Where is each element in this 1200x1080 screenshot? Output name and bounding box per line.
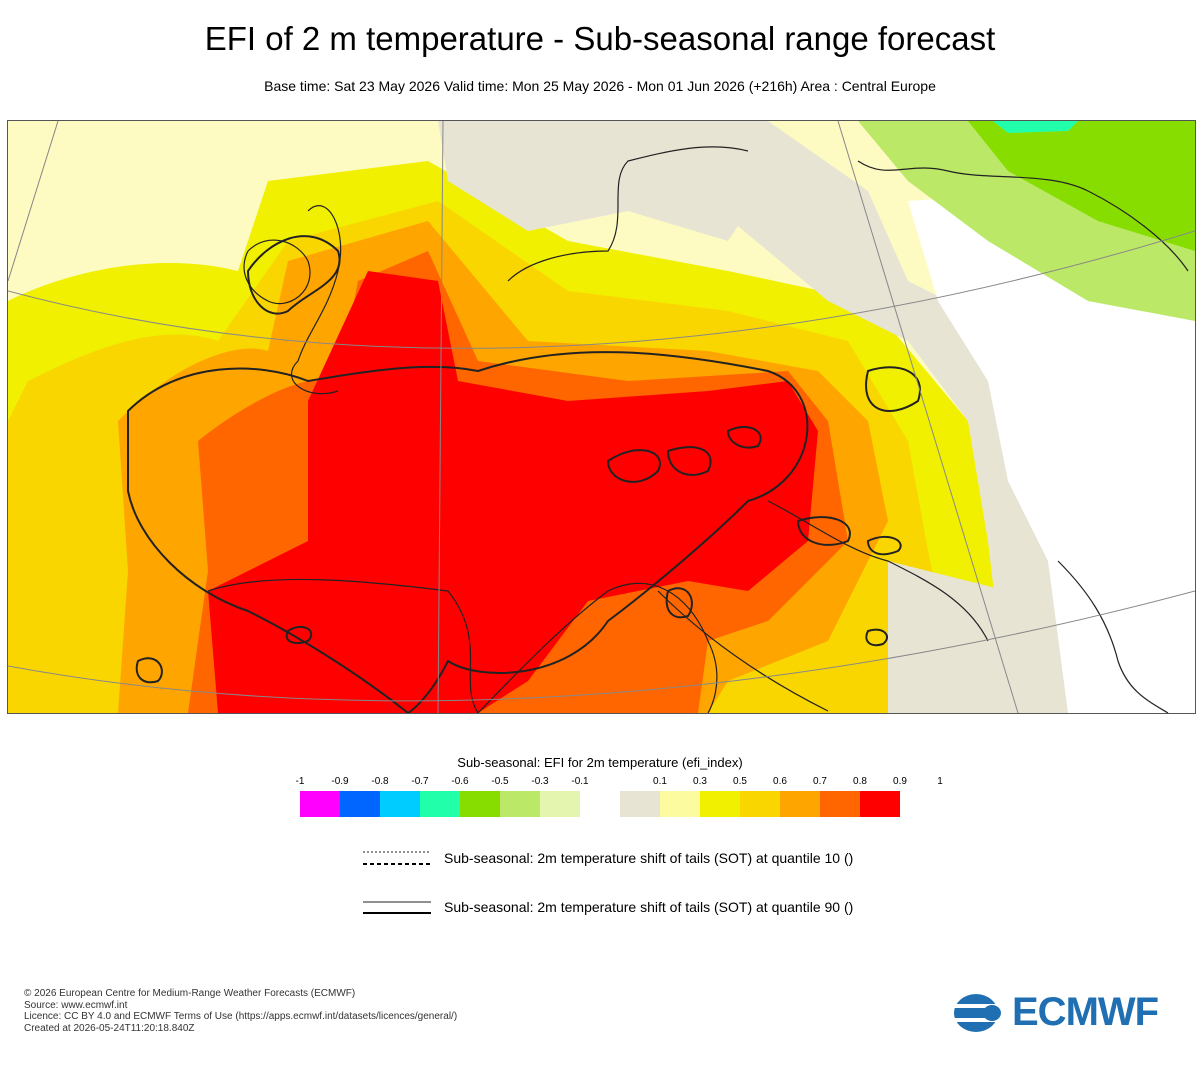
ecmwf-logo-icon — [952, 994, 1008, 1032]
legend-swatch — [540, 791, 580, 817]
footer-copyright: © 2026 European Centre for Medium-Range … — [24, 988, 356, 999]
sot-q10-label: Sub-seasonal: 2m temperature shift of ta… — [444, 850, 854, 866]
legend-swatch — [780, 791, 820, 817]
footer-credits: © 2026 European Centre for Medium-Range … — [24, 988, 457, 1034]
legend-tick-label: -0.3 — [531, 776, 549, 787]
legend-swatch — [500, 791, 540, 817]
legend-tick-label: 0.1 — [653, 776, 667, 787]
legend-tick-label: -0.7 — [411, 776, 429, 787]
legend-tick-label: 0.3 — [693, 776, 707, 787]
legend-tick-label: -0.5 — [491, 776, 509, 787]
legend-tick-label: 0.6 — [773, 776, 787, 787]
ecmwf-logo-text: ECMWF — [1012, 990, 1159, 1034]
ecmwf-logo: ECMWF — [952, 990, 1182, 1034]
legend-tick-label: 0.9 — [893, 776, 907, 787]
legend-ticks: -1 -0.9 -0.8 -0.7 -0.6 -0.5 -0.3 -0.1 0.1 0.3 0.5 0… — [0, 776, 1200, 790]
dashed-line-sample — [363, 851, 431, 865]
legend-swatch — [420, 791, 460, 817]
legend-colorbar — [300, 791, 900, 817]
legend-tick-label: 0.7 — [813, 776, 827, 787]
legend-swatch — [700, 791, 740, 817]
legend-swatch — [580, 791, 620, 817]
legend-swatch — [380, 791, 420, 817]
chart-title: EFI of 2 m temperature - Sub-seasonal ra… — [204, 20, 996, 57]
legend-swatch — [620, 791, 660, 817]
legend-swatch — [300, 791, 340, 817]
efi-map-svg — [8, 121, 1195, 713]
legend-tick-label: -0.1 — [571, 776, 589, 787]
footer-licence: Licence: CC BY 4.0 and ECMWF Terms of Us… — [24, 1011, 458, 1022]
legend-swatch — [460, 791, 500, 817]
legend-tick-label: 0.8 — [853, 776, 867, 787]
legend-swatch — [820, 791, 860, 817]
efi-map — [7, 120, 1196, 714]
sot-q90-label: Sub-seasonal: 2m temperature shift of ta… — [444, 899, 854, 915]
legend-tick-label: -0.8 — [371, 776, 389, 787]
legend-tick-label: -0.9 — [331, 776, 349, 787]
solid-line-sample — [363, 901, 431, 914]
legend-title: Sub-seasonal: EFI for 2m temperature (ef… — [457, 755, 743, 770]
footer-source: Source: www.ecmwf.int — [24, 999, 128, 1011]
legend-tick-label: 1 — [937, 776, 943, 787]
footer-created: Created at 2026-05-24T11:20:18.840Z — [24, 1022, 195, 1034]
chart-subtitle: Base time: Sat 23 May 2026 Valid time: M… — [264, 78, 936, 94]
legend-tick-label: 0.5 — [733, 776, 747, 787]
legend-swatch — [660, 791, 700, 817]
legend-swatch — [860, 791, 900, 817]
legend-swatch — [340, 791, 380, 817]
legend-tick-label: -1 — [295, 776, 305, 787]
legend-tick-label: -0.6 — [451, 776, 469, 787]
legend-swatch — [740, 791, 780, 817]
